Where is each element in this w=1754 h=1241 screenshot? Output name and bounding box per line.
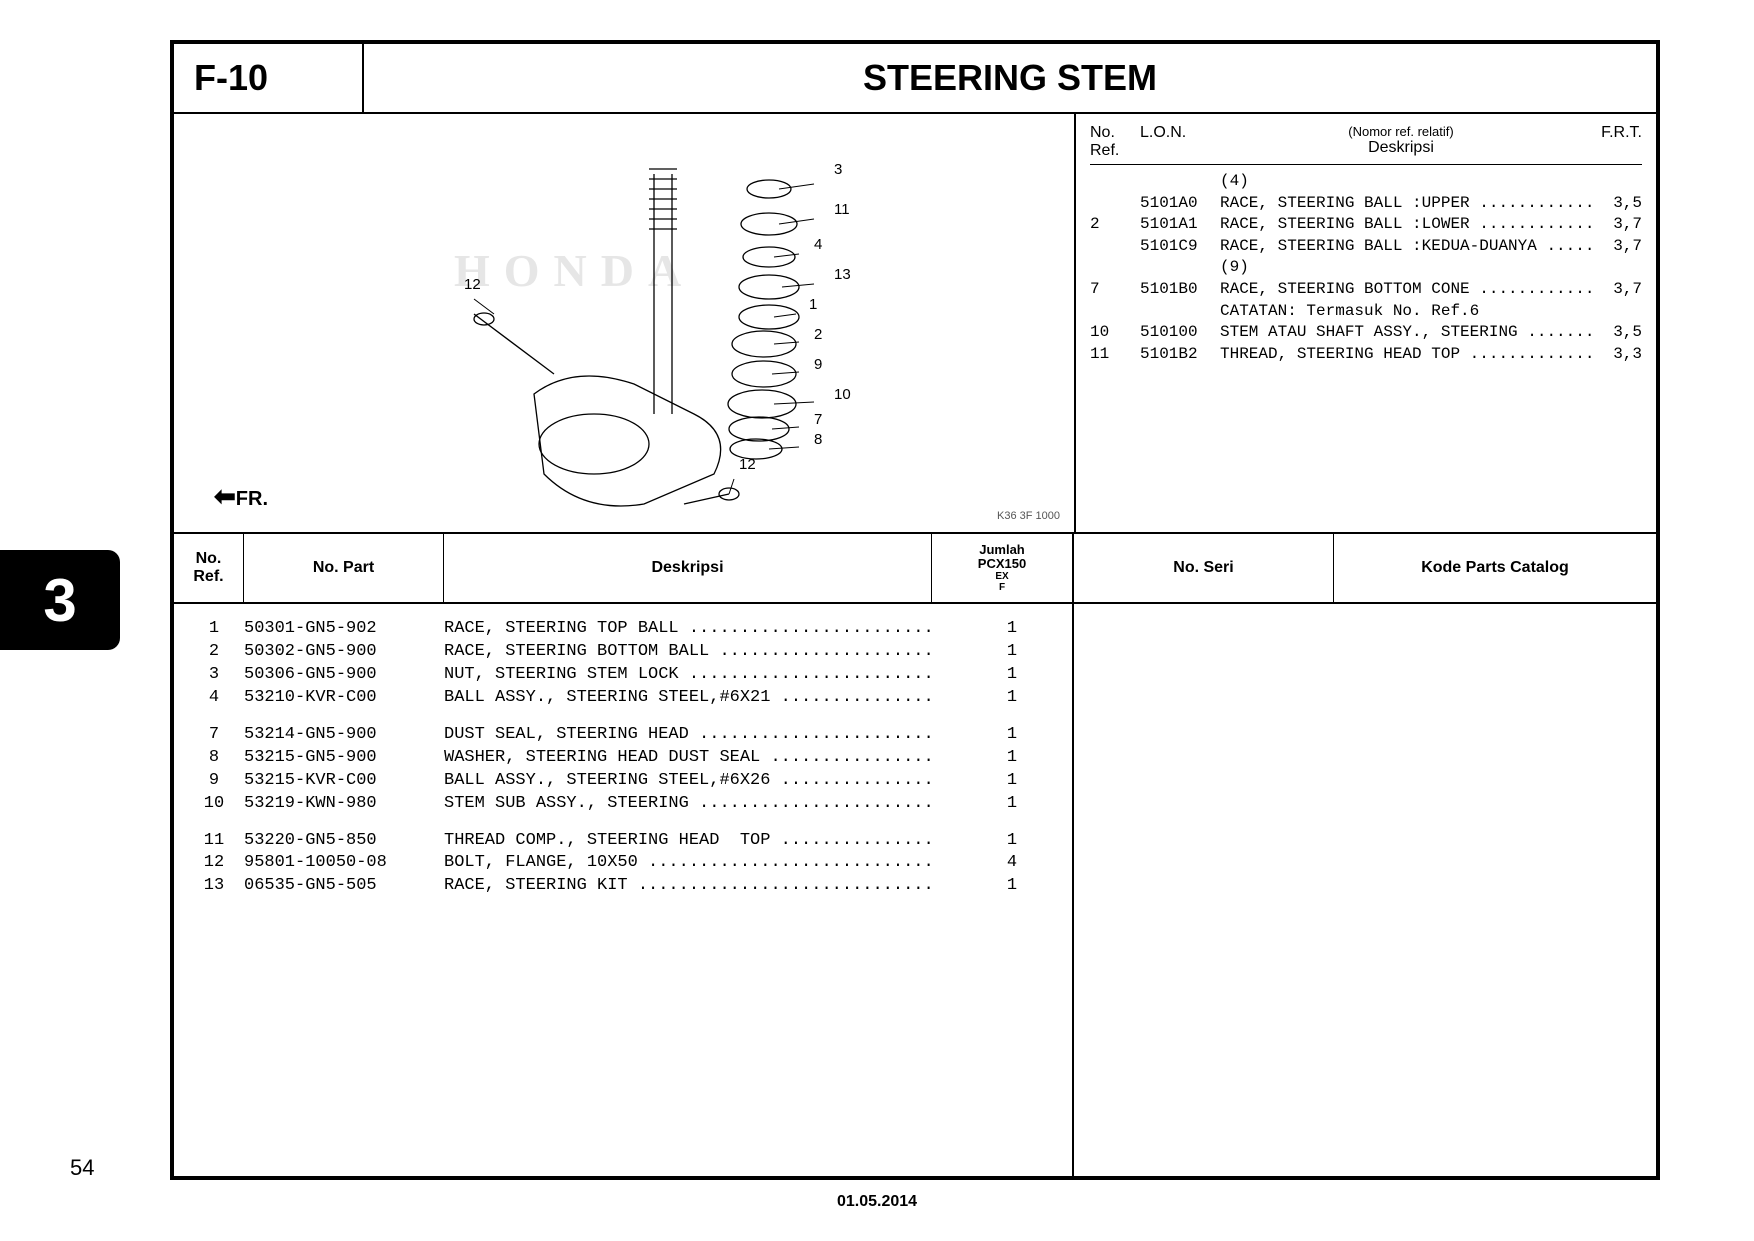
ref-row: 115101B2THREAD, STEERING HEAD TOP ......…	[1090, 344, 1642, 366]
ref-row: 25101A1RACE, STEERING BALL :LOWER ......…	[1090, 214, 1642, 236]
page-frame: F-10 STEERING STEM HONDA	[170, 40, 1660, 1180]
ref-table-header: No.Ref. L.O.N. (Nomor ref. relatif) Desk…	[1090, 124, 1642, 165]
serial-header: No. Seri Kode Parts Catalog	[1074, 534, 1656, 604]
parts-header-noref: No.Ref.	[174, 534, 244, 602]
parts-row: 953215-KVR-C00BALL ASSY., STEERING STEEL…	[184, 770, 1062, 793]
svg-text:9: 9	[814, 356, 822, 373]
parts-table-body: 150301-GN5-902RACE, STEERING TOP BALL ..…	[174, 604, 1072, 912]
parts-header-qty: Jumlah PCX150 EX F	[932, 534, 1072, 602]
svg-text:12: 12	[464, 276, 481, 293]
parts-row: 1153220-GN5-850THREAD COMP., STEERING HE…	[184, 830, 1062, 853]
svg-text:13: 13	[834, 266, 851, 283]
parts-row: 1306535-GN5-505RACE, STEERING KIT ......…	[184, 875, 1062, 898]
parts-row: 453210-KVR-C00BALL ASSY., STEERING STEEL…	[184, 687, 1062, 710]
svg-text:11: 11	[834, 201, 850, 218]
ref-row: 5101A0RACE, STEERING BALL :UPPER .......…	[1090, 193, 1642, 215]
parts-row: 853215-GN5-900WASHER, STEERING HEAD DUST…	[184, 747, 1062, 770]
ref-row: 75101B0RACE, STEERING BOTTOM CONE ......…	[1090, 279, 1642, 301]
lower-section: No.Ref. No. Part Deskripsi Jumlah PCX150…	[174, 534, 1656, 1176]
title-bar: F-10 STEERING STEM	[174, 44, 1656, 114]
page-title: STEERING STEM	[364, 57, 1656, 99]
svg-text:7: 7	[814, 411, 822, 428]
ref-table-body: (4)5101A0RACE, STEERING BALL :UPPER ....…	[1090, 171, 1642, 365]
diagram-code: K36 3F 1000	[997, 510, 1060, 522]
parts-row: 1053219-KWN-980STEM SUB ASSY., STEERING …	[184, 793, 1062, 816]
fr-direction-icon: ⬅FR.	[214, 481, 268, 512]
svg-text:3: 3	[834, 161, 842, 178]
parts-header-nopart: No. Part	[244, 534, 444, 602]
page-date: 01.05.2014	[837, 1193, 917, 1211]
parts-row: 150301-GN5-902RACE, STEERING TOP BALL ..…	[184, 618, 1062, 641]
section-code: F-10	[174, 44, 364, 112]
svg-text:4: 4	[814, 236, 822, 253]
diagram-svg: 31141312910781212	[174, 114, 1074, 532]
ref-row: 10510100STEM ATAU SHAFT ASSY., STEERING …	[1090, 322, 1642, 344]
ref-note: (4)	[1090, 171, 1642, 193]
upper-section: HONDA	[174, 114, 1656, 534]
svg-text:12: 12	[739, 456, 756, 473]
ref-note: (9)	[1090, 257, 1642, 279]
parts-header-deskripsi: Deskripsi	[444, 534, 932, 602]
ref-header-frt: F.R.T.	[1582, 124, 1642, 160]
serial-table: No. Seri Kode Parts Catalog	[1074, 534, 1656, 1176]
exploded-diagram: HONDA	[174, 114, 1076, 532]
svg-text:1: 1	[809, 296, 817, 313]
ref-row: 5101C9RACE, STEERING BALL :KEDUA-DUANYA …	[1090, 236, 1642, 258]
ref-header-lon: L.O.N.	[1140, 124, 1220, 160]
serial-header-noseri: No. Seri	[1074, 534, 1334, 602]
parts-row: 753214-GN5-900DUST SEAL, STEERING HEAD .…	[184, 724, 1062, 747]
parts-row: 350306-GN5-900NUT, STEERING STEM LOCK ..…	[184, 664, 1062, 687]
svg-text:2: 2	[814, 326, 822, 343]
ref-header-noref: No.Ref.	[1090, 124, 1119, 159]
parts-header: No.Ref. No. Part Deskripsi Jumlah PCX150…	[174, 534, 1072, 604]
section-tab: 3	[0, 550, 120, 650]
ref-note: CATATAN: Termasuk No. Ref.6	[1090, 301, 1642, 323]
page-number: 54	[70, 1155, 94, 1181]
parts-table: No.Ref. No. Part Deskripsi Jumlah PCX150…	[174, 534, 1074, 1176]
reference-table: No.Ref. L.O.N. (Nomor ref. relatif) Desk…	[1076, 114, 1656, 532]
parts-row: 1295801-10050-08BOLT, FLANGE, 10X50 ....…	[184, 852, 1062, 875]
parts-row: 250302-GN5-900RACE, STEERING BOTTOM BALL…	[184, 641, 1062, 664]
serial-header-kode: Kode Parts Catalog	[1334, 534, 1656, 602]
svg-text:10: 10	[834, 386, 851, 403]
ref-header-deskripsi: Deskripsi	[1220, 139, 1582, 157]
svg-text:8: 8	[814, 431, 822, 448]
ref-header-subtitle: (Nomor ref. relatif)	[1220, 124, 1582, 139]
